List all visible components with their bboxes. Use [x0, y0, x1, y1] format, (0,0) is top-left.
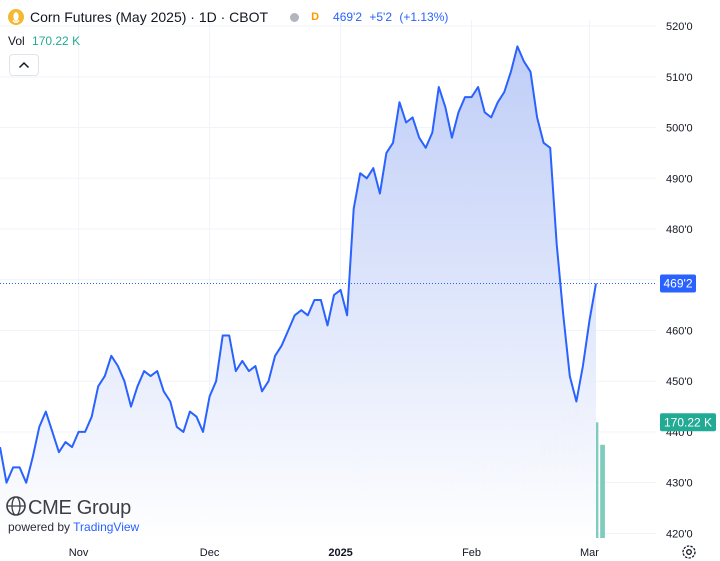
market-status-dot[interactable]	[290, 12, 300, 22]
y-tick-label: 460'0	[666, 325, 693, 337]
tradingview-link[interactable]: TradingView	[73, 520, 140, 534]
chart-header: Corn Futures (May 2025) · 1D · CBOT D 46…	[8, 6, 452, 28]
volume-bar	[600, 444, 605, 538]
y-tick-label: 430'0	[666, 478, 693, 490]
chart-title: Corn Futures (May 2025) · 1D · CBOT	[30, 9, 269, 25]
quote-values: 469'2 +5'2 (+1.13%)	[333, 10, 452, 24]
time-axis[interactable]: Nov Dec 2025 Feb Mar	[69, 547, 599, 559]
x-tick-label: Feb	[462, 547, 481, 559]
y-tick-label: 450'0	[666, 376, 693, 388]
y-tick-label: 480'0	[666, 224, 693, 236]
x-tick-label: Nov	[69, 547, 89, 559]
price-area	[0, 46, 596, 542]
price-change: +5'2	[369, 10, 393, 24]
powered-by-prefix: powered by	[8, 520, 71, 534]
volume-value-label: 170.22 K	[660, 413, 716, 432]
y-tick-label: 490'0	[666, 173, 693, 185]
cme-group-logo-text: CME Group	[28, 497, 131, 519]
corn-icon	[8, 9, 24, 25]
gear-icon[interactable]	[680, 543, 698, 561]
volume-value-label-text: 170.22 K	[664, 415, 712, 429]
x-tick-label: Mar	[580, 547, 599, 559]
y-tick-label: 420'0	[666, 528, 693, 540]
chevron-up-icon	[18, 61, 30, 69]
delayed-data-badge[interactable]: D	[311, 11, 320, 23]
price-line	[0, 45, 597, 484]
last-price-label: 469'2	[660, 274, 696, 293]
last-price: 469'2	[333, 10, 363, 24]
y-tick-label: 510'0	[666, 72, 693, 84]
volume-legend: Vol 170.22 K	[8, 34, 80, 48]
powered-by-tradingview[interactable]: powered by TradingView	[8, 520, 139, 534]
y-tick-label: 500'0	[666, 123, 693, 135]
x-tick-label: 2025	[328, 547, 352, 559]
volume-legend-value: 170.22 K	[32, 34, 81, 48]
volume-legend-label: Vol	[8, 34, 25, 48]
last-price-label-text: 469'2	[664, 277, 693, 291]
collapse-legend-button[interactable]	[9, 54, 39, 76]
y-tick-label: 520'0	[666, 21, 693, 33]
x-tick-label: Dec	[200, 547, 220, 559]
price-change-percent: (+1.13%)	[399, 10, 449, 24]
